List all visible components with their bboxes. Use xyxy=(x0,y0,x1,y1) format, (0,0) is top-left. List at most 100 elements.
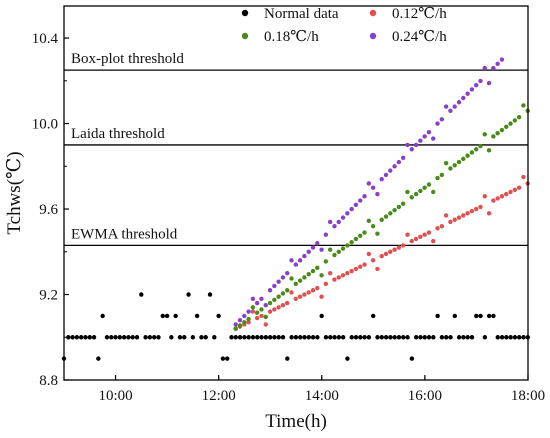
drift-012-point xyxy=(263,322,268,327)
normal-data-point xyxy=(177,335,183,340)
drift-012-point xyxy=(332,277,337,282)
normal-data-point xyxy=(371,313,376,319)
drift-018-point xyxy=(499,127,505,133)
drift-012-point xyxy=(254,315,260,321)
normal-data-point xyxy=(405,335,410,340)
legend-marker xyxy=(241,32,249,40)
drift-024-point xyxy=(233,322,238,327)
drift-024-point xyxy=(254,300,260,306)
normal-data-point xyxy=(263,335,269,340)
drift-024-point xyxy=(473,82,479,88)
normal-data-point xyxy=(452,313,458,319)
normal-data-point xyxy=(469,335,475,340)
y-tick-label: 9.2 xyxy=(39,288,58,304)
legend-marker xyxy=(241,9,249,17)
drift-018-point xyxy=(345,243,350,248)
drift-024-point xyxy=(431,136,436,141)
normal-data-point xyxy=(130,335,135,340)
drift-024-point xyxy=(362,194,367,199)
drift-018-point xyxy=(340,246,346,251)
drift-018-point xyxy=(495,131,500,136)
normal-data-point xyxy=(104,335,110,340)
drift-024-point xyxy=(336,219,341,225)
drift-018-point xyxy=(302,275,307,280)
drift-018-point xyxy=(362,230,367,235)
drift-024-point xyxy=(443,104,449,109)
drift-012-point xyxy=(469,209,475,214)
drift-018-point xyxy=(396,204,402,210)
drift-012-point xyxy=(512,187,518,193)
drift-024-point xyxy=(383,172,389,178)
normal-data-point xyxy=(100,313,105,319)
drift-018-point xyxy=(422,185,427,190)
drift-024-point xyxy=(418,138,423,143)
normal-data-point xyxy=(392,335,397,340)
drift-018-point xyxy=(504,124,509,130)
normal-data-point xyxy=(233,335,238,340)
normal-data-point xyxy=(212,335,217,340)
drift-012-point xyxy=(375,266,380,272)
normal-data-point xyxy=(422,335,427,340)
drift-024-point xyxy=(250,296,256,301)
normal-data-point xyxy=(143,335,148,340)
drift-018-point xyxy=(439,172,445,178)
normal-data-point xyxy=(426,335,432,340)
drift-024-point xyxy=(306,249,311,254)
drift-012-point xyxy=(276,305,281,310)
drift-018-point xyxy=(375,231,380,236)
x-ticks: 10:00 12:00 14:00 16:00 18:00 xyxy=(98,375,545,404)
drift-018-point xyxy=(323,259,329,264)
drift-012-point xyxy=(422,232,427,237)
normal-data-point xyxy=(203,335,208,340)
drift-012-point xyxy=(345,270,350,276)
drift-024-point xyxy=(280,275,286,280)
drift-024-point xyxy=(495,61,500,67)
drift-018-point xyxy=(482,132,487,137)
normal-data-point xyxy=(255,335,260,340)
drift-012-point xyxy=(272,307,277,312)
normal-data-point xyxy=(396,335,402,340)
drift-012-point xyxy=(353,266,359,272)
normal-data-point xyxy=(237,335,243,340)
legend: Normal data 0.12℃/h 0.18℃/h 0.24℃/h xyxy=(241,6,447,45)
drift-012-point xyxy=(426,230,432,235)
drift-024-point xyxy=(482,65,487,71)
drift-018-point xyxy=(263,314,268,320)
normal-data-point xyxy=(173,313,178,319)
x-tick-label: 10:00 xyxy=(98,388,132,404)
drift-012-point xyxy=(267,309,273,314)
drift-024-point xyxy=(456,100,462,105)
drift-012-point xyxy=(435,226,440,231)
drift-018-point xyxy=(516,115,522,120)
normal-data-point xyxy=(366,335,372,340)
normal-data-point xyxy=(482,335,488,340)
drift-012-point xyxy=(370,258,376,263)
drift-024-point xyxy=(413,142,419,148)
normal-data-point xyxy=(383,335,389,340)
drift-018-point xyxy=(465,153,470,158)
normal-data-point xyxy=(182,335,187,340)
drift-024-point xyxy=(491,65,496,71)
drift-012-point xyxy=(315,285,320,291)
normal-data-point xyxy=(401,335,406,340)
x-tick-label: 16:00 xyxy=(408,388,442,404)
drift-012-point xyxy=(452,217,457,222)
drift-024-point xyxy=(297,258,303,263)
drift-024-point xyxy=(478,78,483,84)
drift-018-point xyxy=(508,121,513,126)
normal-data-point xyxy=(272,335,277,340)
threshold-label: Box-plot threshold xyxy=(71,51,184,67)
normal-data-point xyxy=(319,313,324,319)
drift-024-point xyxy=(465,91,470,96)
y-ticks: 8.8 9.2 9.6 10.0 10.4 xyxy=(32,31,69,389)
normal-data-point xyxy=(512,335,518,340)
drift-024-point xyxy=(486,80,492,86)
normal-data-point xyxy=(478,313,483,319)
drift-024-point xyxy=(396,159,402,165)
drift-012-point xyxy=(319,294,324,299)
drift-012-point xyxy=(392,247,397,252)
normal-data-point xyxy=(194,313,200,319)
drift-024-point xyxy=(422,134,427,139)
drift-018-point xyxy=(435,175,440,181)
drift-018-point xyxy=(336,249,341,254)
